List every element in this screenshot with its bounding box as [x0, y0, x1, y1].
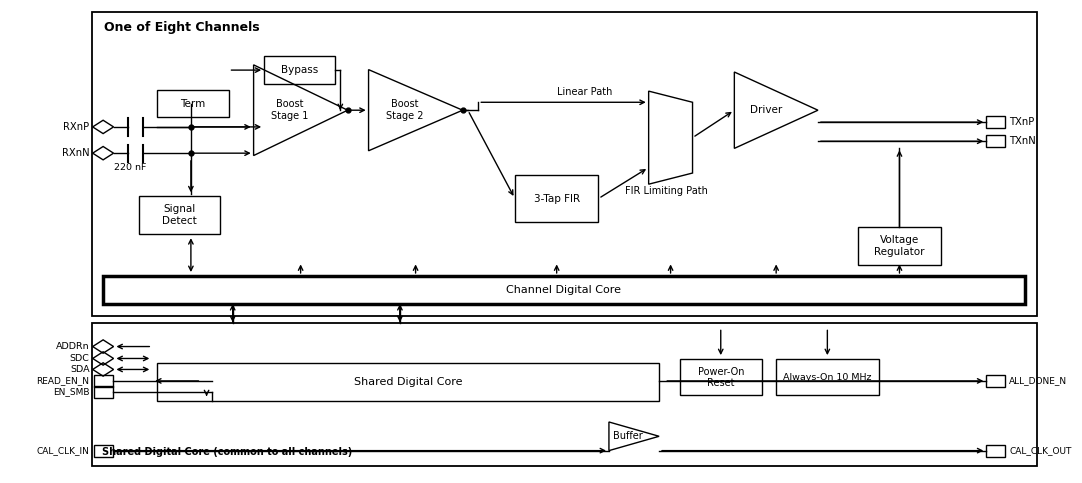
Text: Shared Digital Core: Shared Digital Core [354, 377, 462, 387]
Bar [776, 359, 879, 395]
Text: Voltage
Regulator: Voltage Regulator [874, 236, 925, 257]
Text: TXnN: TXnN [1010, 136, 1035, 146]
Bar [986, 135, 1005, 147]
Text: CAL_CLK_IN: CAL_CLK_IN [37, 446, 90, 455]
Text: SDA: SDA [70, 365, 90, 374]
Bar [103, 276, 1025, 304]
Text: READ_EN_N: READ_EN_N [37, 376, 90, 385]
Text: FIR Limiting Path: FIR Limiting Path [624, 186, 708, 196]
Bar [264, 56, 335, 84]
Bar [158, 90, 228, 117]
Text: Boost
Stage 2: Boost Stage 2 [385, 99, 423, 121]
Bar [94, 386, 113, 398]
Text: Linear Path: Linear Path [556, 86, 612, 97]
Bar [986, 116, 1005, 128]
Bar [515, 175, 598, 222]
Text: RXnN: RXnN [62, 148, 90, 158]
Text: 220 nF: 220 nF [114, 163, 146, 172]
Text: Buffer: Buffer [613, 431, 643, 441]
Bar [158, 363, 659, 401]
Text: Term: Term [181, 99, 206, 109]
Bar [986, 375, 1005, 387]
Text: CAL_CLK_OUT: CAL_CLK_OUT [1010, 446, 1071, 455]
Text: Boost
Stage 1: Boost Stage 1 [270, 99, 308, 121]
Text: TXnP: TXnP [1010, 117, 1034, 127]
Text: ALL_DONE_N: ALL_DONE_N [1010, 376, 1067, 385]
Text: SDC: SDC [69, 354, 90, 363]
Bar [858, 227, 941, 265]
Text: Driver: Driver [750, 105, 782, 115]
Text: Signal
Detect: Signal Detect [162, 204, 197, 226]
Text: Bypass: Bypass [281, 65, 318, 75]
Bar [94, 375, 113, 387]
Bar [94, 445, 113, 456]
Bar [138, 196, 220, 234]
Text: EN_SMB: EN_SMB [53, 387, 90, 397]
Text: Power-On
Reset: Power-On Reset [698, 367, 744, 388]
Text: ADDRn: ADDRn [56, 342, 90, 351]
Bar [92, 13, 1038, 315]
Text: Channel Digital Core: Channel Digital Core [506, 284, 621, 295]
Text: RXnP: RXnP [64, 122, 90, 132]
Text: Always-On 10 MHz: Always-On 10 MHz [783, 373, 872, 382]
Text: Shared Digital Core (common to all channels): Shared Digital Core (common to all chann… [102, 447, 353, 457]
Text: 3-Tap FIR: 3-Tap FIR [533, 194, 580, 203]
Bar [679, 359, 762, 395]
Bar [92, 323, 1038, 466]
Text: One of Eight Channels: One of Eight Channels [104, 21, 260, 34]
Bar [986, 445, 1005, 456]
